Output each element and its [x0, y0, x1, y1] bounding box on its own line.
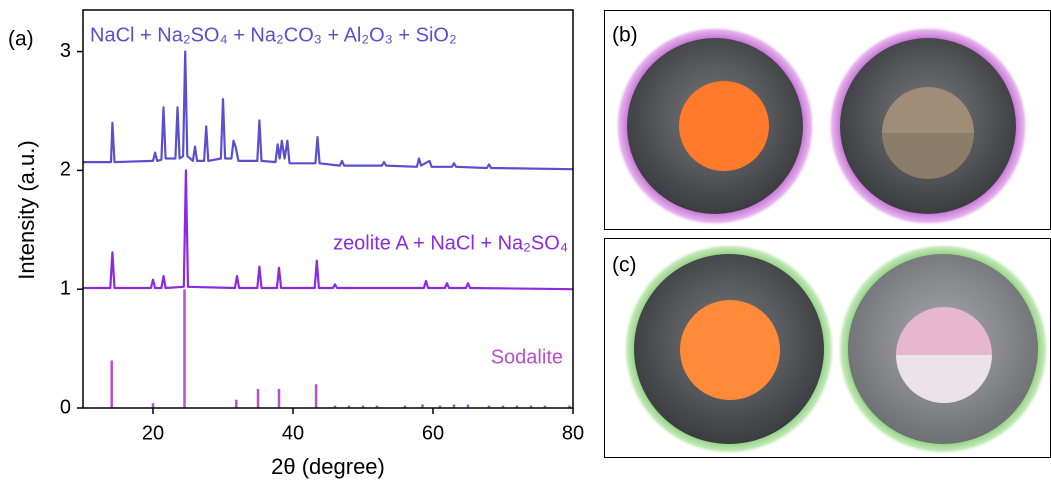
x-tick-label: 60: [422, 422, 444, 444]
panel-label: (b): [612, 24, 638, 47]
sample-powder: [679, 81, 769, 171]
x-tick-label: 20: [142, 422, 164, 444]
y-tick-label: 1: [60, 277, 71, 299]
pattern-line: [83, 52, 573, 170]
y-tick-label: 2: [60, 159, 71, 181]
pattern-line: [83, 170, 573, 289]
y-axis-label: Intensity (a.u.): [14, 140, 39, 279]
panel-label: (c): [612, 254, 637, 277]
y-tick-label: 3: [60, 40, 71, 62]
y-tick-label: 0: [60, 396, 71, 418]
series-label: Sodalite: [491, 346, 563, 368]
sample-powder: [680, 300, 780, 400]
figure: (a) 2θ (degree) Intensity (a.u.) (b) (c)…: [0, 0, 1051, 486]
series-label: NaCl + Na₂SO₄ + Na₂CO₃ + Al₂O₃ + SiO₂: [90, 24, 457, 46]
panel-label: (a): [8, 28, 34, 51]
sample-powder: [896, 307, 992, 403]
x-tick-label: 80: [562, 422, 584, 444]
series-label: zeolite A + NaCl + Na₂SO₄: [333, 232, 568, 254]
sample-powder: [882, 87, 974, 179]
x-tick-label: 40: [282, 422, 304, 444]
x-axis-label: 2θ (degree): [271, 454, 385, 479]
